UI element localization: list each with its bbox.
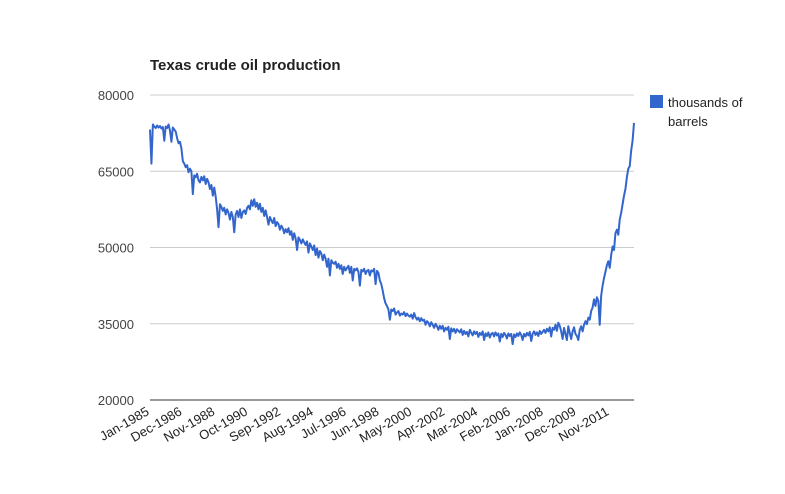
- y-tick-label: 80000: [98, 88, 134, 103]
- legend-label: thousands of barrels: [668, 95, 743, 129]
- legend-swatch: [650, 95, 663, 108]
- chart-title: Texas crude oil production: [150, 57, 341, 74]
- y-tick-label: 65000: [98, 164, 134, 179]
- y-tick-label: 50000: [98, 241, 134, 256]
- data-line: [149, 122, 635, 346]
- y-tick-label: 35000: [98, 317, 134, 332]
- y-tick-label: 20000: [98, 393, 134, 408]
